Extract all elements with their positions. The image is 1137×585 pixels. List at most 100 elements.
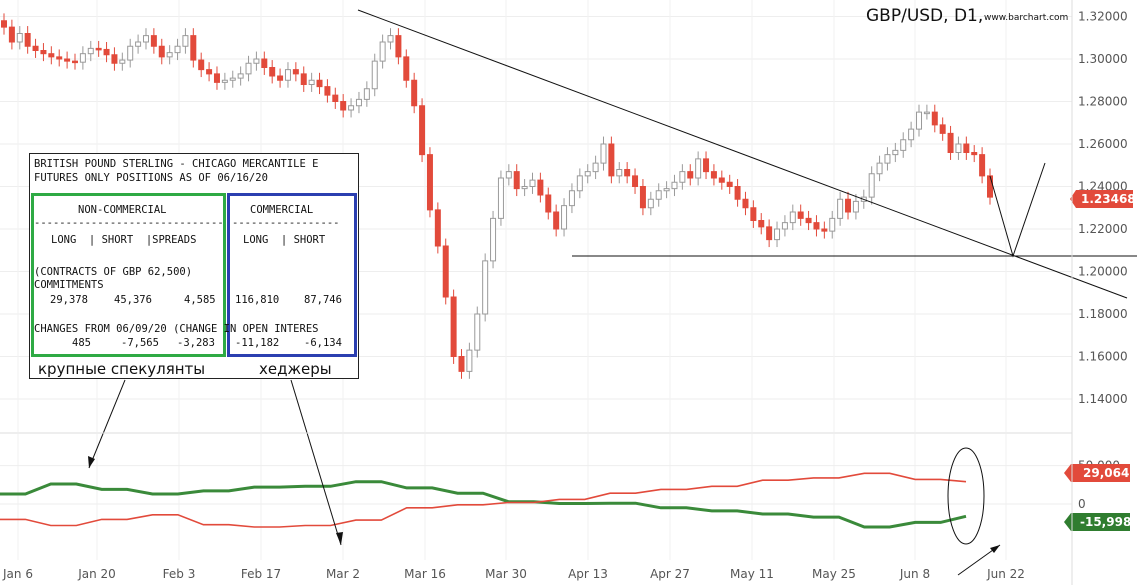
candle-body — [939, 124, 946, 134]
candle-body — [742, 198, 749, 209]
candle-body — [64, 58, 71, 62]
candle-body — [695, 158, 702, 179]
candle-body — [403, 56, 410, 81]
commercial-net-line — [0, 472, 967, 528]
candle-body — [774, 228, 781, 241]
candle-body — [703, 158, 710, 173]
candle-body — [237, 73, 244, 79]
cot-date-line: FUTURES ONLY POSITIONS AS OF 06/16/20 — [34, 172, 268, 184]
candle-body — [947, 132, 954, 153]
cot-commercial-badge: 29,064 — [1064, 464, 1130, 482]
candle-body — [363, 88, 370, 100]
candle-body — [797, 211, 804, 219]
candle-body — [537, 179, 544, 196]
candle-body — [868, 173, 875, 198]
commercial-box — [227, 193, 357, 357]
candle-body — [355, 98, 362, 107]
price-candles — [1, 13, 993, 379]
candle-body — [426, 154, 433, 211]
candle-body — [127, 45, 134, 61]
candle-body — [923, 111, 930, 115]
ch-c-long-value: -11,182 — [235, 337, 280, 349]
candle-body — [40, 50, 47, 55]
candle-body — [789, 211, 796, 224]
last-price-badge: 1.23468 — [1070, 190, 1136, 208]
candle-body — [616, 169, 623, 177]
candle-body — [419, 105, 426, 156]
candle-body — [292, 69, 299, 75]
candle-body — [916, 111, 923, 130]
nc-short-value: 45,376 — [114, 294, 152, 306]
cot-tick-label: 0 — [1078, 497, 1086, 511]
candle-body — [482, 260, 489, 315]
hedgers-label: хеджеры — [259, 360, 332, 378]
price-tick-label: 1.22000 — [1078, 222, 1128, 236]
candle-body — [963, 143, 970, 153]
ch-c-short-value: -6,134 — [304, 337, 342, 349]
candle-body — [332, 94, 339, 102]
candle-body — [568, 190, 575, 207]
ch-nc-spreads-value: -3,283 — [177, 337, 215, 349]
price-tick-label: 1.26000 — [1078, 137, 1128, 151]
candle-body — [245, 62, 252, 75]
commercial-columns: LONG | SHORT — [243, 234, 326, 246]
time-tick-label: Apr 27 — [650, 567, 690, 581]
candle-body — [371, 60, 378, 90]
time-tick-label: Jun 8 — [899, 567, 930, 581]
commercial-separator: ----------------- — [232, 217, 340, 229]
candle-body — [1, 20, 7, 28]
time-axis-ticks: Jan 6 Jan 20 Feb 3 Feb 17 Mar 2 Mar 16 Mar 30 A… — [2, 567, 1025, 581]
candle-body — [971, 152, 978, 156]
candle-body — [24, 33, 31, 47]
candle-body — [600, 143, 607, 164]
cot-lines — [0, 472, 967, 529]
candle-body — [931, 111, 938, 126]
candle-body — [206, 69, 213, 75]
candle-body — [253, 58, 260, 64]
time-tick-label: Mar 30 — [485, 567, 527, 581]
candle-body — [174, 45, 181, 54]
candle-body — [837, 198, 844, 219]
candle-body — [458, 356, 465, 372]
candle-body — [608, 143, 615, 177]
candle-body — [284, 69, 291, 81]
candle-body — [718, 177, 725, 183]
time-tick-label: Feb 3 — [163, 567, 196, 581]
candle-body — [521, 186, 528, 190]
candle-body — [884, 154, 891, 164]
candle-body — [710, 171, 717, 179]
candle-body — [852, 200, 859, 213]
candle-body — [142, 35, 149, 43]
candle-body — [679, 171, 686, 183]
ch-nc-long-value: 485 — [72, 337, 91, 349]
candle-body — [632, 175, 639, 187]
candle-body — [813, 222, 820, 230]
candle-body — [111, 54, 118, 64]
candle-body — [158, 45, 165, 58]
candle-body — [8, 26, 15, 43]
price-tick-label: 1.30000 — [1078, 52, 1128, 66]
candle-body — [387, 35, 394, 43]
candle-body — [505, 171, 512, 179]
candle-body — [845, 198, 852, 213]
price-tick-label: 1.28000 — [1078, 95, 1128, 109]
candle-body — [529, 179, 536, 187]
nc-long-value: 29,378 — [50, 294, 88, 306]
candle-body — [829, 217, 836, 232]
candle-body — [687, 171, 694, 179]
candle-body — [655, 190, 662, 200]
candle-body — [805, 217, 812, 224]
candle-body — [900, 139, 907, 151]
price-tick-label: 1.18000 — [1078, 307, 1128, 321]
candle-body — [71, 60, 78, 64]
speculators-arrow-head — [88, 456, 95, 468]
candle-body — [434, 209, 441, 247]
hedgers-arrow — [290, 379, 342, 546]
time-tick-label: Mar 16 — [404, 567, 446, 581]
speculators-arrow — [88, 379, 126, 469]
candle-body — [545, 194, 552, 213]
cot-report-box: BRITISH POUND STERLING - CHICAGO MERCANT… — [29, 153, 359, 379]
candle-body — [411, 79, 418, 107]
candle-body — [584, 171, 591, 177]
candle-body — [876, 162, 883, 175]
